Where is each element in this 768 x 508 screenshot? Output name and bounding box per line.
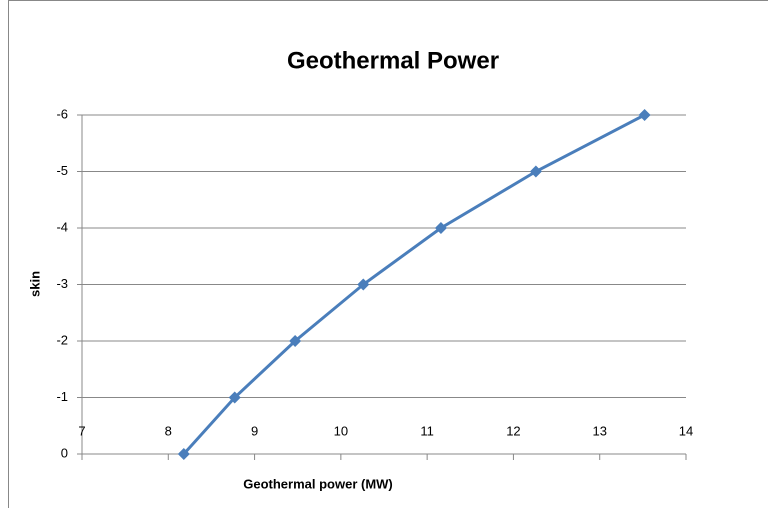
- y-tick-label: -2: [56, 332, 68, 347]
- point: [228, 391, 241, 404]
- point: [177, 448, 190, 460]
- x-tick-label: 7: [78, 423, 85, 438]
- y-tick-label: -4: [56, 219, 68, 234]
- y-tick-label: -5: [56, 163, 68, 178]
- x-tick-label: 9: [251, 423, 258, 438]
- y-tick-label: 0: [61, 445, 68, 460]
- x-tick-label: 12: [506, 423, 520, 438]
- x-tick-label: 8: [165, 423, 172, 438]
- point: [434, 222, 447, 234]
- x-tick-label: 10: [334, 423, 348, 438]
- y-tick-label: -3: [56, 276, 68, 291]
- point: [638, 109, 651, 121]
- x-tick-label: 13: [592, 423, 606, 438]
- x-tick-label: 11: [420, 423, 434, 438]
- y-tick-label: -1: [56, 389, 68, 404]
- y-axis-title: skin: [27, 271, 42, 297]
- point: [289, 335, 302, 347]
- chart-title: Geothermal Power: [287, 47, 499, 74]
- chart-border: [8, 0, 768, 508]
- point: [357, 278, 370, 291]
- x-axis-title: Geothermal power (MW): [243, 476, 393, 491]
- point: [529, 165, 542, 178]
- x-tick-label: 14: [679, 423, 693, 438]
- y-tick-label: -6: [56, 106, 68, 121]
